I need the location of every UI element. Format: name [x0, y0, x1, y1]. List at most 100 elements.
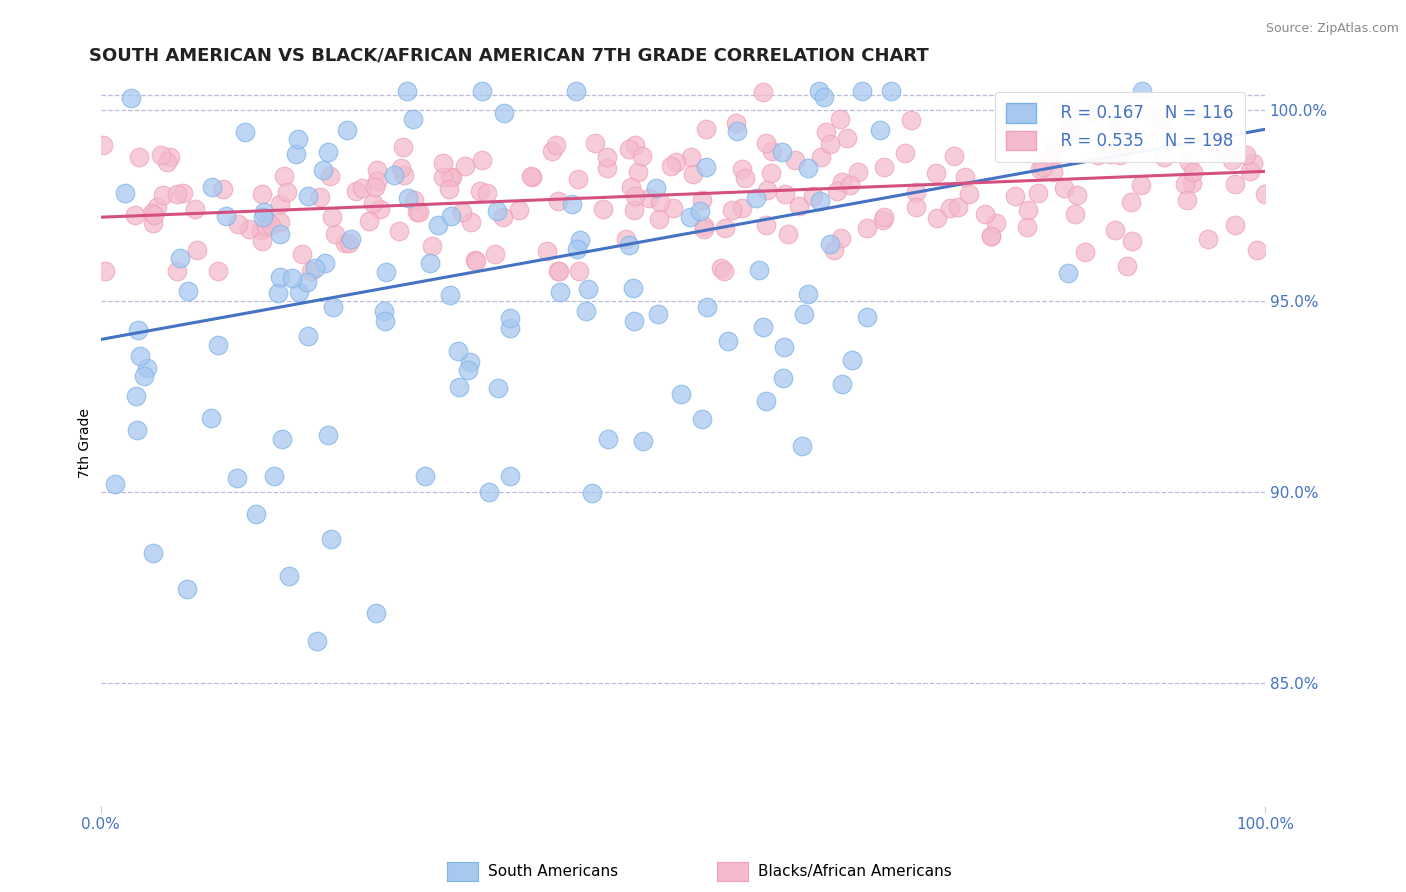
Point [285, 146, 308, 161]
Text: South Americans: South Americans [488, 864, 619, 879]
Point [1104, 223, 1126, 237]
Point [995, 125, 1018, 139]
Point [177, 285, 200, 299]
Point [152, 188, 174, 202]
Point [281, 271, 304, 285]
Point [823, 243, 845, 257]
Point [567, 171, 589, 186]
Point [475, 186, 498, 200]
Point [1052, 101, 1074, 115]
Point [793, 307, 815, 321]
Point [974, 206, 997, 220]
Point [856, 310, 879, 325]
Point [904, 200, 927, 214]
Point [260, 218, 283, 232]
Point [465, 254, 488, 268]
Point [1246, 243, 1268, 257]
Point [207, 338, 229, 352]
Point [253, 204, 276, 219]
Point [1032, 161, 1054, 175]
Point [1038, 151, 1060, 165]
Point [499, 469, 522, 483]
Point [872, 213, 894, 227]
Point [297, 275, 319, 289]
Text: Blacks/African Americans: Blacks/African Americans [758, 864, 952, 879]
Point [761, 145, 783, 159]
Point [159, 150, 181, 164]
Point [1223, 218, 1246, 232]
Point [364, 179, 387, 194]
Point [337, 236, 360, 251]
Point [900, 112, 922, 127]
Point [1040, 151, 1063, 165]
Point [225, 471, 247, 485]
Point [541, 144, 564, 158]
Point [169, 251, 191, 265]
Point [447, 380, 470, 394]
Point [790, 439, 813, 453]
Point [437, 182, 460, 196]
Point [1253, 187, 1275, 202]
Point [568, 263, 591, 277]
Point [176, 582, 198, 596]
Point [128, 349, 150, 363]
Point [440, 209, 463, 223]
Point [547, 263, 569, 277]
Point [226, 217, 249, 231]
Point [522, 169, 544, 184]
Point [249, 223, 271, 237]
Point [256, 213, 278, 227]
Point [373, 304, 395, 318]
Point [831, 377, 853, 392]
Point [212, 182, 235, 196]
Point [1053, 181, 1076, 195]
Point [773, 340, 796, 354]
Point [644, 181, 666, 195]
Point [1197, 231, 1219, 245]
Text: Source: ZipAtlas.com: Source: ZipAtlas.com [1265, 22, 1399, 36]
Point [486, 381, 509, 395]
Point [1174, 177, 1197, 191]
Point [186, 243, 208, 257]
Point [1029, 162, 1052, 177]
Point [291, 247, 314, 261]
Point [308, 190, 330, 204]
Point [837, 130, 859, 145]
Point [478, 485, 501, 500]
Point [271, 432, 294, 446]
Point [492, 106, 515, 120]
Point [104, 477, 127, 491]
Point [297, 328, 319, 343]
Point [439, 169, 461, 184]
Point [669, 387, 692, 401]
Point [207, 263, 229, 277]
Point [447, 343, 470, 358]
Point [127, 323, 149, 337]
Point [269, 215, 291, 229]
Point [797, 161, 820, 175]
Point [1026, 186, 1049, 200]
Point [278, 568, 301, 582]
Point [287, 285, 309, 299]
Point [647, 307, 669, 321]
Point [263, 469, 285, 483]
Point [751, 320, 773, 334]
Point [316, 428, 339, 442]
Point [536, 244, 558, 258]
Point [1017, 202, 1039, 217]
Y-axis label: 7th Grade: 7th Grade [79, 408, 93, 477]
Point [382, 169, 405, 183]
Point [650, 194, 672, 209]
Point [145, 200, 167, 214]
Point [311, 163, 333, 178]
Point [690, 193, 713, 207]
Point [1083, 106, 1105, 120]
Point [617, 142, 640, 156]
Point [630, 149, 652, 163]
Point [689, 204, 711, 219]
Point [357, 214, 380, 228]
Point [1130, 84, 1153, 98]
Point [254, 219, 277, 233]
Point [484, 247, 506, 261]
Point [1121, 195, 1143, 210]
